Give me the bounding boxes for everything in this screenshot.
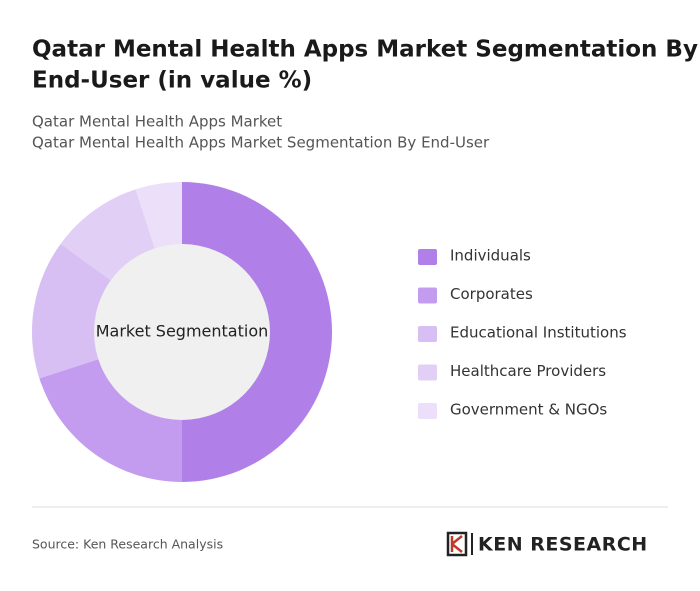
logo-icon (446, 531, 473, 557)
donut-hole (94, 244, 270, 420)
subtitle: Qatar Mental Health Apps Market (32, 113, 282, 131)
chart-title: End-User (in value %) (32, 68, 312, 94)
legend-swatch (418, 287, 437, 304)
subtitle: Qatar Mental Health Apps Market Segmenta… (32, 134, 490, 152)
legend-label: Individuals (450, 247, 531, 265)
logo-text: KEN RESEARCH (478, 534, 648, 556)
legend: Individuals Corporates Educational Institu… (418, 247, 627, 419)
source: Source: Ken Research Analysis (32, 537, 223, 552)
legend-label: Government & NGOs (450, 401, 607, 419)
legend-swatch (418, 364, 437, 381)
legend-swatch (418, 326, 437, 342)
center-label: Market Segmentation (96, 322, 269, 341)
legend-swatch (418, 403, 437, 419)
legend-label: Healthcare Providers (450, 362, 606, 380)
legend-label: Educational Institutions (450, 324, 627, 342)
legend-swatch (418, 249, 437, 265)
legend-label: Corporates (450, 285, 533, 303)
chart-title: Qatar Mental Health Apps Market Segmenta… (32, 37, 698, 63)
